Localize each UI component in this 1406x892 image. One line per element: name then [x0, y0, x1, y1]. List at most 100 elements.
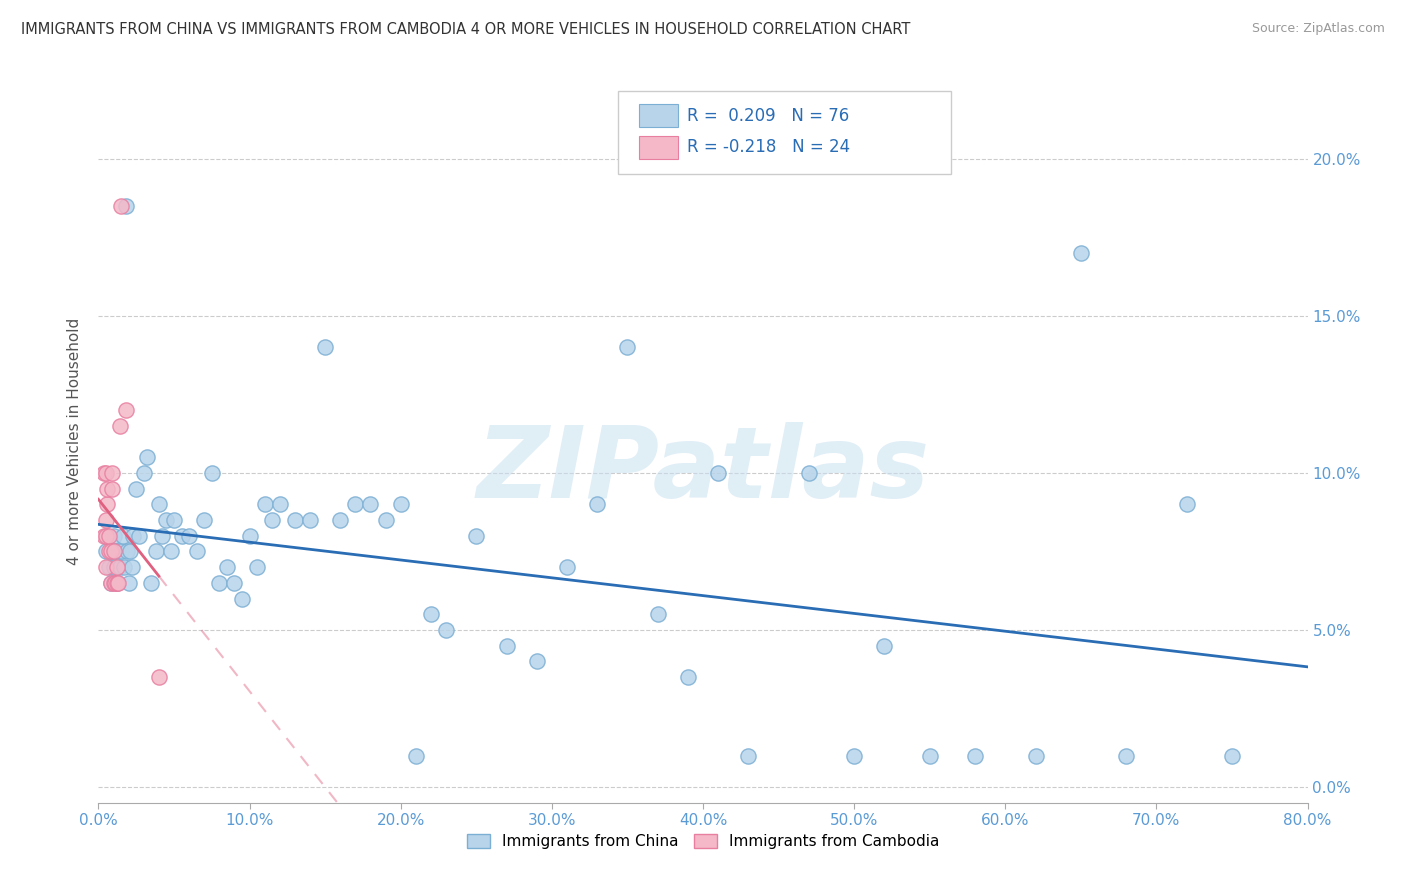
Point	[965, 748, 987, 763]
Point	[103, 575, 125, 590]
Point	[103, 529, 125, 543]
Point	[160, 544, 183, 558]
Point	[111, 529, 134, 543]
Point	[797, 466, 820, 480]
Point	[208, 575, 231, 590]
Point	[100, 575, 122, 590]
Point	[262, 513, 284, 527]
Point	[329, 513, 352, 527]
Point	[114, 199, 136, 213]
Point	[103, 544, 125, 558]
Point	[145, 544, 167, 558]
Point	[96, 529, 118, 543]
Point	[239, 529, 262, 543]
Point	[526, 655, 548, 669]
Point	[284, 513, 307, 527]
Point	[314, 340, 336, 354]
Point	[110, 544, 132, 558]
Point	[104, 575, 127, 590]
Point	[121, 560, 143, 574]
Point	[108, 418, 131, 433]
Point	[186, 544, 208, 558]
Point	[1070, 246, 1092, 260]
Text: IMMIGRANTS FROM CHINA VS IMMIGRANTS FROM CAMBODIA 4 OR MORE VEHICLES IN HOUSEHOL: IMMIGRANTS FROM CHINA VS IMMIGRANTS FROM…	[21, 22, 911, 37]
Point	[96, 497, 118, 511]
Point	[269, 497, 291, 511]
Point	[104, 544, 127, 558]
Point	[676, 670, 699, 684]
Point	[101, 482, 124, 496]
Point	[100, 575, 122, 590]
Point	[94, 513, 117, 527]
Point	[586, 497, 609, 511]
Point	[132, 466, 155, 480]
Text: R = -0.218   N = 24: R = -0.218 N = 24	[688, 138, 851, 156]
Point	[107, 575, 129, 590]
Point	[224, 575, 246, 590]
Point	[98, 560, 121, 574]
Point	[389, 497, 412, 511]
Point	[93, 466, 115, 480]
Point	[253, 497, 276, 511]
Point	[101, 466, 124, 480]
Point	[707, 466, 730, 480]
Point	[148, 497, 170, 511]
Point	[94, 529, 117, 543]
Y-axis label: 4 or more Vehicles in Household: 4 or more Vehicles in Household	[67, 318, 83, 566]
Point	[193, 513, 215, 527]
Text: ZIPatlas: ZIPatlas	[477, 422, 929, 519]
Point	[105, 575, 128, 590]
Point	[148, 670, 170, 684]
Point	[103, 560, 125, 574]
Point	[170, 529, 193, 543]
Point	[125, 482, 148, 496]
Point	[179, 529, 201, 543]
Point	[155, 513, 177, 527]
Point	[405, 748, 427, 763]
Point	[96, 482, 118, 496]
Point	[93, 529, 115, 543]
Point	[420, 607, 443, 622]
Point	[555, 560, 578, 574]
FancyBboxPatch shape	[638, 104, 678, 128]
Point	[465, 529, 488, 543]
Point	[1220, 748, 1243, 763]
Legend: Immigrants from China, Immigrants from Cambodia: Immigrants from China, Immigrants from C…	[460, 826, 946, 856]
Point	[118, 575, 141, 590]
Point	[105, 575, 128, 590]
Point	[163, 513, 186, 527]
Point	[94, 544, 117, 558]
Point	[201, 466, 224, 480]
FancyBboxPatch shape	[638, 136, 678, 159]
Point	[246, 560, 269, 574]
Point	[100, 544, 122, 558]
Point	[360, 497, 382, 511]
Point	[873, 639, 896, 653]
Point	[105, 560, 128, 574]
Point	[110, 199, 132, 213]
Point	[434, 623, 457, 637]
Point	[98, 529, 121, 543]
Point	[107, 544, 129, 558]
Point	[231, 591, 253, 606]
Text: Source: ZipAtlas.com: Source: ZipAtlas.com	[1251, 22, 1385, 36]
Point	[1024, 748, 1046, 763]
Point	[115, 544, 138, 558]
Point	[344, 497, 367, 511]
Point	[647, 607, 669, 622]
Point	[112, 560, 135, 574]
Point	[1175, 497, 1198, 511]
Point	[94, 466, 117, 480]
Point	[844, 748, 866, 763]
Point	[374, 513, 396, 527]
Point	[737, 748, 759, 763]
Point	[101, 544, 124, 558]
Point	[616, 340, 638, 354]
Point	[1115, 748, 1137, 763]
Point	[495, 639, 517, 653]
Point	[215, 560, 238, 574]
Point	[135, 450, 157, 465]
Point	[150, 529, 173, 543]
Text: R =  0.209   N = 76: R = 0.209 N = 76	[688, 107, 849, 125]
Point	[141, 575, 163, 590]
